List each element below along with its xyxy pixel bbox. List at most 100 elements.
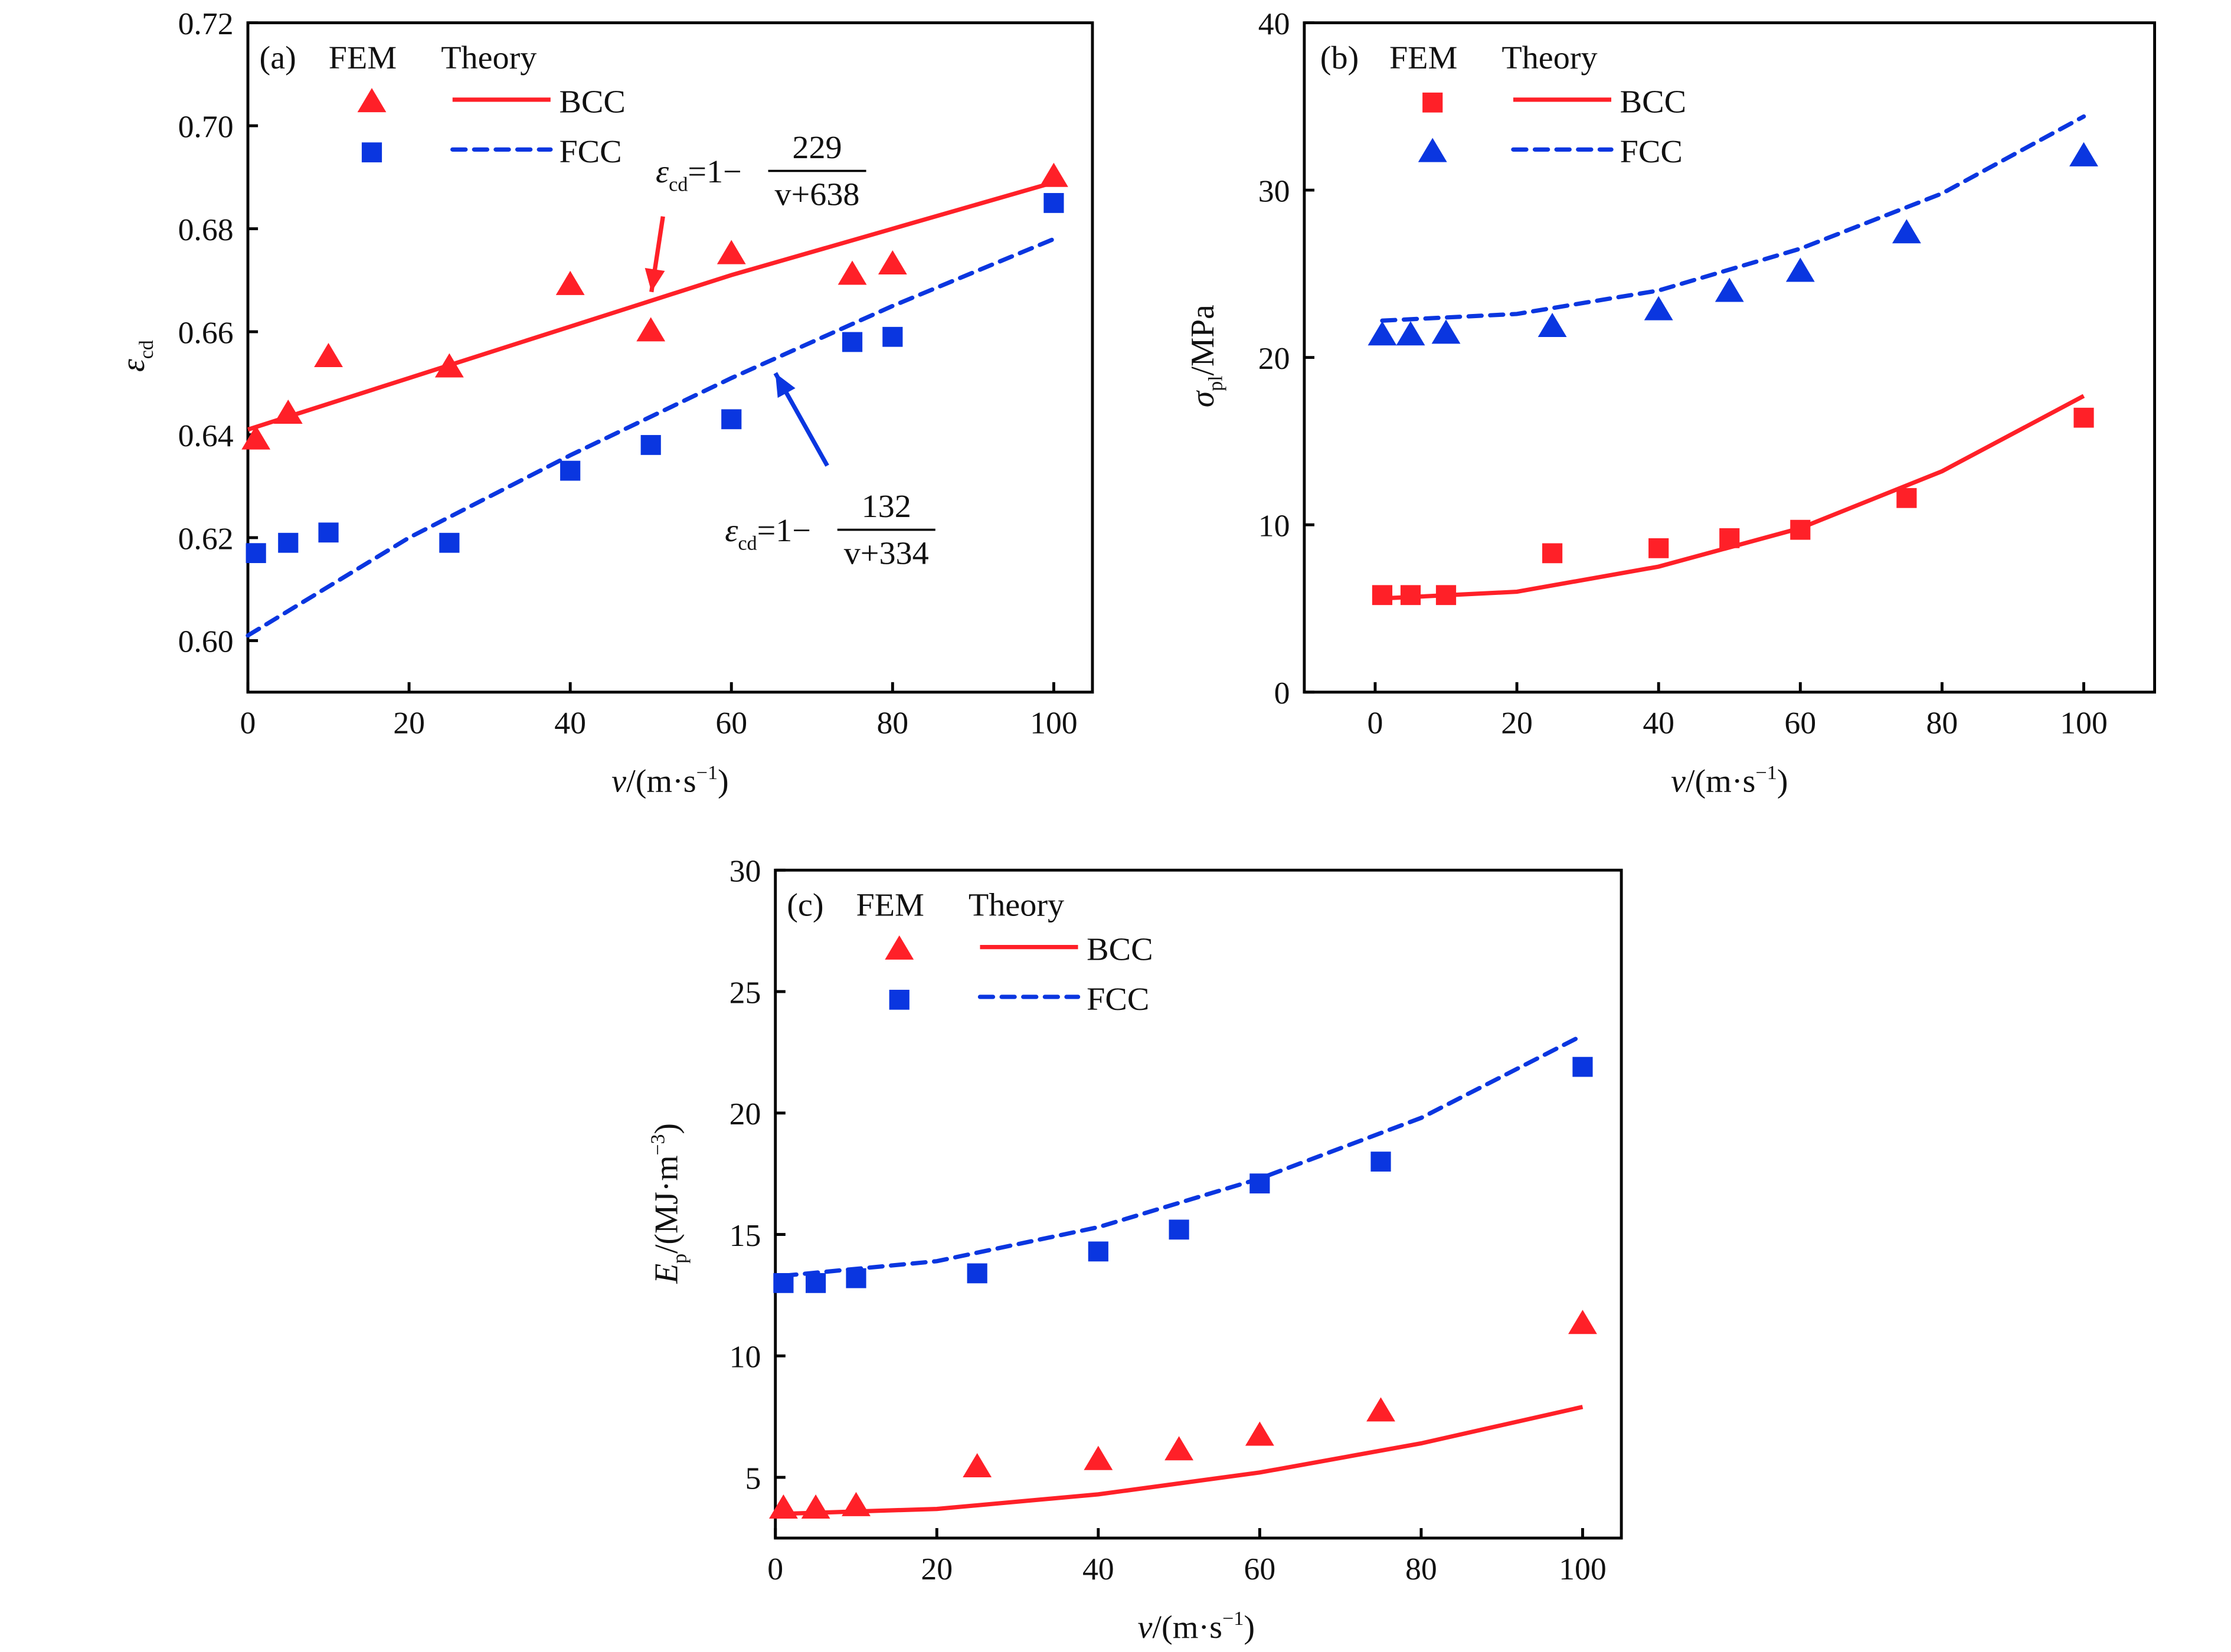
x-tick-label: 80 [876,705,908,741]
fem-point-fcc [1431,319,1461,344]
x-tick-label: 60 [1784,705,1816,741]
label-part: ) [1777,763,1788,800]
plot-frame [1303,21,2157,694]
fem-point-bcc [1896,488,1917,508]
fem-point-fcc [1538,313,1567,338]
fem-point-fcc [1370,1152,1391,1172]
fem-point-fcc [560,460,581,481]
y-tick-label: 30 [1258,174,1290,209]
label-part: −1 [1755,762,1777,784]
x-tick-label: 0 [1368,705,1383,741]
legend-marker-fcc [889,989,910,1010]
theory-line-bcc [247,180,1055,432]
fem-point-fcc [806,1272,826,1293]
fem-point-bcc [1568,1310,1597,1334]
x-tick-label: 40 [1082,1551,1114,1586]
label-part: −3 [647,1134,669,1156]
label-part: cd [136,340,158,359]
x-tick-label: 0 [767,1551,783,1586]
equation-denominator: v+334 [844,535,929,572]
label-part: pl [1205,376,1227,391]
label-part: /(m·s [1152,1609,1222,1646]
theory-line-fcc [246,237,1056,638]
y-tick-label: 0 [1274,675,1290,711]
y-axis-label: εcd [115,340,158,372]
chart-panel-a: 0 20 40 60 80 100 0.60 0.62 0.64 0.66 0.68 0.70 0.72… [115,6,1094,800]
y-tick-label: 30 [730,853,761,889]
equation-numerator: 132 [862,488,911,525]
fem-point-fcc [1396,321,1425,346]
fem-point-fcc [2069,142,2098,166]
x-axis-label: v/(m·s−1) [1671,762,1788,799]
fem-point-fcc [721,409,742,430]
x-tick-label: 80 [1405,1551,1437,1586]
label-part: cd [738,533,757,555]
y-tick-label: 0.66 [178,315,234,351]
fem-point-bcc [963,1453,992,1478]
fem-point-bcc [1648,538,1669,558]
fem-point-fcc [640,435,661,455]
x-tick-label: 80 [1926,705,1958,741]
fem-point-bcc [555,270,585,295]
label-part: v [611,763,626,800]
fem-point-fcc [1572,1056,1593,1077]
legend-marker-bcc [1422,92,1443,113]
legend-header-fem: FEM [329,40,397,76]
chart-panel-b: 0 20 40 60 80 100 0 10 20 30 40 v/(m·s−1) σpl/MPa (b)… [1185,6,2157,800]
x-tick-label: 20 [1501,705,1533,741]
fem-point-bcc [1084,1445,1113,1470]
x-tick-label: 60 [715,705,747,741]
fem-point-fcc [278,532,299,553]
plot-frame [774,868,1623,1540]
y-tick-label: 20 [730,1096,761,1131]
fem-point-fcc [1249,1173,1270,1194]
y-tick-label: 15 [730,1218,761,1253]
fem-point-fcc [1785,257,1815,282]
label-part: ε [656,153,669,190]
panel-label: (b) [1320,40,1359,76]
arrow-head-icon [775,373,796,398]
fem-point-bcc [838,260,867,285]
label-part: −1 [696,762,718,784]
fem-point-fcc [1892,219,1921,244]
label-part: /(m·s [626,763,696,800]
x-tick-label: 100 [1030,705,1078,741]
equation-annotation: εcd=1− [656,153,742,195]
label-part: v [1671,763,1686,800]
legend-label-bcc: BCC [1087,931,1153,968]
fem-point-bcc [801,1494,830,1519]
fem-point-bcc [1164,1436,1194,1461]
chart-panel-c: 0 20 40 60 80 10051015202530v/(m·s−1)Ep/(MJ·m… [647,853,1623,1646]
fem-point-bcc [2073,407,2094,428]
label-part: ) [648,1123,685,1134]
fem-point-bcc [1719,528,1740,548]
label-part: /(m·s [1686,763,1756,800]
legend-header-fem: FEM [1389,40,1457,76]
legend-header-fem: FEM [856,887,924,924]
label-part: cd [669,174,688,196]
fem-point-fcc [1169,1219,1189,1240]
x-tick-label: 100 [1559,1551,1607,1586]
fem-point-bcc [273,399,303,424]
legend-marker-fcc [1418,138,1447,162]
fem-point-fcc [1088,1241,1108,1262]
fem-point-bcc [1790,519,1811,540]
panel-label: (a) [260,40,296,76]
label-part: ) [1244,1609,1255,1646]
fem-point-fcc [318,522,339,543]
label-part: /MPa [1185,305,1221,375]
fem-point-bcc [1400,585,1421,606]
fem-point-bcc [241,425,271,450]
equation-annotation: εcd=1− [725,512,811,554]
label-part: /(MJ·m [648,1155,685,1253]
x-tick-label: 100 [2060,705,2108,741]
fem-point-fcc [1368,321,1397,346]
fem-point-bcc [1245,1421,1274,1446]
y-tick-label: 25 [730,975,761,1010]
fem-point-bcc [1372,585,1393,606]
fem-point-bcc [717,240,746,264]
legend-label-fcc: FCC [1620,133,1683,170]
y-tick-label: 0.68 [178,212,234,247]
fem-point-fcc [1715,277,1744,302]
legend-label-fcc: FCC [1087,981,1149,1018]
